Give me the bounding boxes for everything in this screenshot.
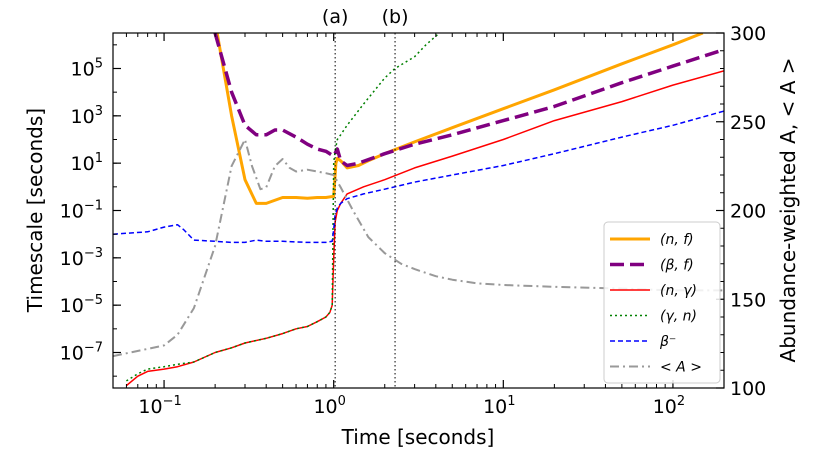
y2-tick-label: 100 — [730, 378, 766, 400]
x-tick-label: 102 — [653, 394, 685, 418]
y-axis-label: Timescale [seconds] — [23, 108, 47, 313]
y-tick-label: 103 — [71, 104, 103, 128]
legend-entry-label: (γ, n) — [660, 309, 697, 325]
y2-tick-label: 150 — [730, 289, 766, 311]
legend-entry-label: (β, f) — [660, 258, 694, 274]
series-line-5 — [113, 138, 724, 358]
annotation-label: (a) — [322, 6, 348, 28]
y-tick-label: 105 — [71, 57, 103, 81]
series-line-3 — [126, 33, 440, 382]
y-tick-label: 10−1 — [60, 199, 103, 223]
y-tick-label: 101 — [71, 151, 103, 175]
series-line-1 — [213, 33, 724, 168]
y2-tick-label: 250 — [730, 112, 766, 134]
x-tick-label: 101 — [483, 394, 515, 418]
annotation-label: (b) — [382, 6, 409, 28]
legend-entry-label: β⁻ — [659, 334, 676, 350]
series-line-4 — [113, 110, 724, 244]
y-tick-label: 10−7 — [60, 341, 103, 365]
series-line-0 — [215, 33, 704, 205]
x-axis-label: Time [seconds] — [341, 425, 495, 449]
legend-entry-label: < A > — [660, 360, 702, 376]
x-tick-label: 100 — [313, 394, 345, 418]
y-tick-label: 10−3 — [60, 246, 103, 270]
legend: (n, f) (β, f) (n, γ) (γ, n) β⁻ < A > — [603, 221, 721, 384]
y2-tick-label: 300 — [730, 23, 766, 45]
legend-entry-label: (n, γ) — [660, 283, 697, 299]
legend-box — [603, 221, 721, 384]
x-tick-label: 10−1 — [138, 394, 181, 418]
legend-entry-label: (n, f) — [660, 232, 694, 248]
y-tick-label: 10−5 — [60, 293, 103, 317]
y2-tick-label: 200 — [730, 201, 766, 223]
y2-axis-label: Abundance-weighted A, < A > — [776, 58, 800, 363]
